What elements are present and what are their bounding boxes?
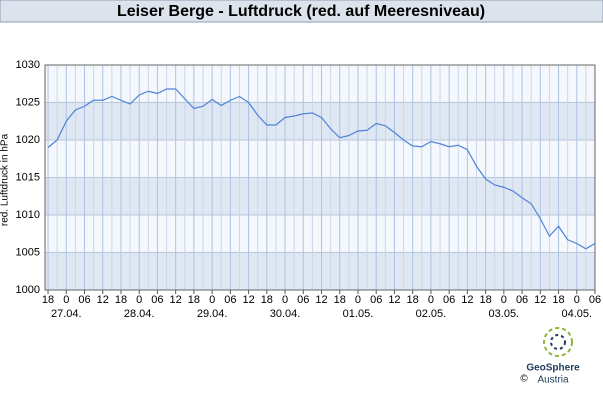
plot-frame [44, 64, 596, 291]
band [45, 140, 595, 178]
band [45, 102, 595, 140]
x-tick-label: 18 [261, 294, 273, 306]
chart-title: Leiser Berge - Luftdruck (red. auf Meere… [117, 3, 485, 20]
x-tick-label: 0 [428, 294, 434, 306]
x-tick-label: 0 [63, 294, 69, 306]
logo: GeoSphere Austria © [520, 327, 580, 386]
x-tick-label: 12 [461, 294, 473, 306]
logo-icon [543, 327, 573, 357]
x-tick-label: 12 [242, 294, 254, 306]
x-tick-label: 06 [443, 294, 455, 306]
band [45, 65, 595, 103]
date-label: 29.04. [197, 308, 228, 320]
y-tick-label: 1020 [16, 134, 40, 146]
x-tick-label: 06 [151, 294, 163, 306]
x-tick-label: 0 [355, 294, 361, 306]
x-tick-label: 06 [297, 294, 309, 306]
x-tick-label: 18 [407, 294, 419, 306]
date-label: 27.04. [51, 308, 82, 320]
x-tick-label: 18 [552, 294, 564, 306]
band [45, 215, 595, 253]
date-label: 03.05. [489, 308, 520, 320]
date-label: 28.04. [124, 308, 155, 320]
y-tick-label: 1010 [16, 209, 40, 221]
date-label: 01.05. [343, 308, 374, 320]
date-label: 04.05. [561, 308, 592, 320]
data-line [47, 88, 596, 250]
y-tick-label: 1030 [16, 59, 40, 71]
x-tick-label: 18 [115, 294, 127, 306]
y-tick-label: 1005 [16, 246, 40, 258]
x-tick-label: 18 [479, 294, 491, 306]
x-tick-label: 0 [136, 294, 142, 306]
x-tick-label: 18 [42, 294, 54, 306]
x-tick-label: 12 [170, 294, 182, 306]
x-tick-label: 12 [97, 294, 109, 306]
y-axis-label: red. Luftdruck in hPa [0, 133, 11, 226]
copyright: © [520, 374, 528, 385]
x-tick-label: 0 [501, 294, 507, 306]
title-bar [0, 0, 603, 23]
band [45, 252, 595, 290]
x-tick-label: 18 [334, 294, 346, 306]
x-tick-label: 06 [370, 294, 382, 306]
x-tick-label: 0 [282, 294, 288, 306]
date-label: 30.04. [270, 308, 301, 320]
band [45, 177, 595, 215]
logo-icon-inner [550, 334, 566, 350]
x-tick-label: 18 [188, 294, 200, 306]
x-tick-label: 0 [574, 294, 580, 306]
brand-sub: Austria [537, 375, 569, 386]
brand: GeoSphere [526, 363, 580, 374]
x-tick-label: 12 [388, 294, 400, 306]
x-tick-label: 12 [315, 294, 327, 306]
date-label: 02.05. [416, 308, 447, 320]
x-tick-label: 06 [589, 294, 601, 306]
y-tick-label: 1025 [16, 96, 40, 108]
x-tick-label: 06 [516, 294, 528, 306]
x-tick-label: 06 [224, 294, 236, 306]
x-tick-label: 12 [534, 294, 546, 306]
x-tick-label: 0 [209, 294, 215, 306]
y-tick-label: 1000 [16, 284, 40, 296]
x-tick-label: 06 [78, 294, 90, 306]
y-tick-label: 1015 [16, 171, 40, 183]
